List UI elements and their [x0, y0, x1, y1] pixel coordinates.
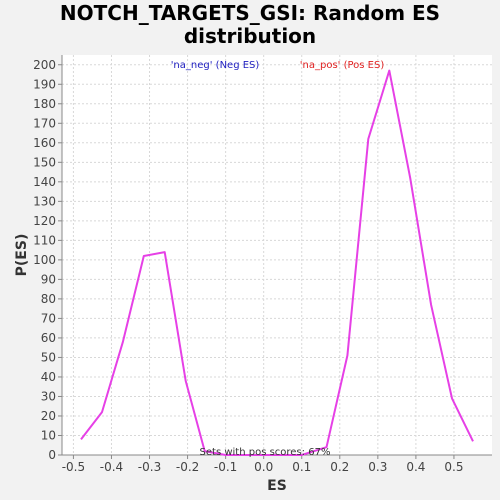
y-tick-label: 100	[33, 253, 56, 267]
series-layer	[80, 69, 474, 456]
x-tick-label: -0.2	[176, 460, 199, 474]
x-tick-label: 0.0	[254, 460, 273, 474]
y-axis-ticks: 0 10 20 30 40 50 60 70 80 90 100 110 120 130 140 150 160…	[33, 58, 62, 462]
y-tick-label: 40	[41, 370, 56, 384]
x-axis-ticks: -0.5 -0.4 -0.3 -0.2 -0.1 0.0 0.1 0.2 0.3 0.4 0.5	[62, 455, 463, 474]
series-line-distribution	[80, 69, 474, 456]
x-tick-label: 0.2	[330, 460, 349, 474]
y-tick-label: 130	[33, 194, 56, 208]
y-tick-label: 140	[33, 175, 56, 189]
y-tick-label: 30	[41, 389, 56, 403]
x-tick-label: 0.3	[368, 460, 387, 474]
y-axis-label: P(ES)	[14, 234, 30, 277]
x-tick-label: -0.1	[214, 460, 237, 474]
chart-title-line-2: distribution	[184, 24, 316, 48]
plot-area	[62, 55, 492, 455]
y-tick-label: 170	[33, 116, 56, 130]
legend-neg-label: 'na_neg' (Neg ES)	[171, 60, 260, 71]
x-tick-label: -0.4	[100, 460, 123, 474]
x-tick-label: -0.5	[62, 460, 85, 474]
annotation-pos-scores: Sets with pos scores: 67%	[200, 447, 331, 458]
y-tick-label: 160	[33, 136, 56, 150]
x-tick-label: 0.1	[292, 460, 311, 474]
y-tick-label: 10	[41, 428, 56, 442]
y-tick-label: 150	[33, 155, 56, 169]
x-axis-label: ES	[267, 478, 287, 494]
y-tick-label: 200	[33, 58, 56, 72]
y-tick-label: 50	[41, 350, 56, 364]
y-tick-label: 180	[33, 97, 56, 111]
x-tick-label: 0.5	[444, 460, 463, 474]
y-tick-label: 0	[48, 448, 56, 462]
y-tick-label: 190	[33, 77, 56, 91]
legend-pos-label: 'na_pos' (Pos ES)	[300, 60, 385, 71]
y-tick-label: 80	[41, 292, 56, 306]
x-tick-label: -0.3	[138, 460, 161, 474]
y-tick-label: 70	[41, 311, 56, 325]
y-tick-label: 60	[41, 331, 56, 345]
y-tick-label: 20	[41, 409, 56, 423]
y-tick-label: 110	[33, 233, 56, 247]
chart-title-line-1: NOTCH_TARGETS_GSI: Random ES	[60, 1, 440, 25]
x-tick-label: 0.4	[406, 460, 425, 474]
y-tick-label: 90	[41, 272, 56, 286]
y-tick-label: 120	[33, 214, 56, 228]
